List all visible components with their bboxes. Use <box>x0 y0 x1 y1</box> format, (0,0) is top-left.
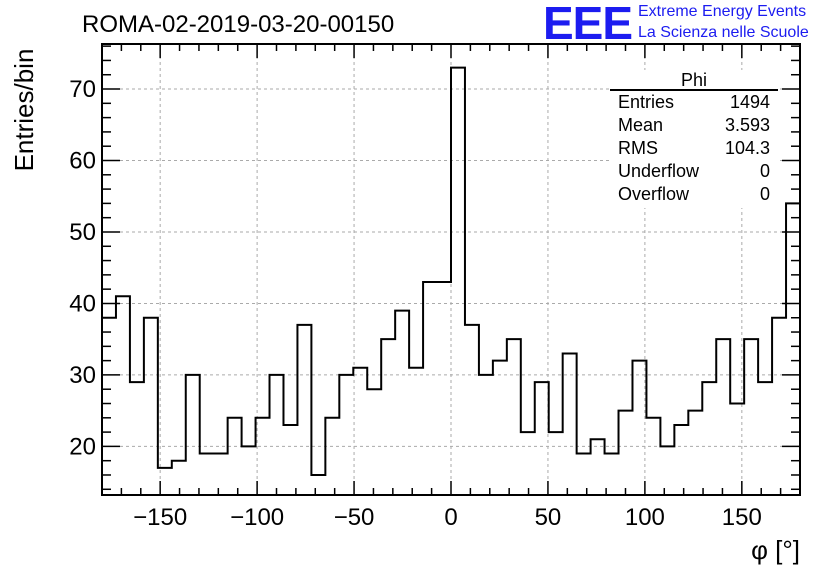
y-axis-label: Entries/bin <box>9 49 39 172</box>
stat-row-mean: Mean 3.593 <box>618 115 770 138</box>
stat-name: RMS <box>618 138 658 158</box>
axis-ticks <box>101 44 801 495</box>
y-tick-label: 20 <box>69 433 96 460</box>
x-axis-label: φ [°] <box>751 535 800 565</box>
y-tick-label: 50 <box>69 219 96 246</box>
stat-row-overflow: Overflow 0 <box>618 184 770 207</box>
stats-divider <box>610 89 778 91</box>
logo-tagline-1: Extreme Energy Events <box>638 3 807 20</box>
y-tick-label: 40 <box>69 290 96 317</box>
y-tick-label: 70 <box>69 76 96 103</box>
stat-name: Entries <box>618 92 675 112</box>
logo-tagline-2: La Scienza nelle Scuole <box>638 24 809 41</box>
chart-title: ROMA-02-2019-03-20-00150 <box>82 11 395 38</box>
x-tick-label: 150 <box>722 504 762 531</box>
x-tick-label: 100 <box>625 504 665 531</box>
stat-value: 0 <box>759 184 770 204</box>
stat-row-rms: RMS 104.3 <box>618 138 770 161</box>
stat-value: 1494 <box>729 92 770 112</box>
y-tick-label: 60 <box>69 148 96 175</box>
histogram-line <box>102 66 800 476</box>
x-tick-label: −100 <box>230 504 284 531</box>
stat-value: 0 <box>759 161 770 181</box>
stats-box: Phi Entries 1494 Mean 3.593 RMS 104.3 Un… <box>610 70 778 208</box>
x-tick-label: −50 <box>334 504 375 531</box>
stats-title: Phi <box>680 70 707 90</box>
stat-row-underflow: Underflow 0 <box>618 161 770 184</box>
tick-labels: −150 −100 −50 0 50 100 150 20 30 40 50 60 70 <box>69 76 762 531</box>
x-tick-label: 50 <box>535 504 562 531</box>
x-tick-label: −150 <box>133 504 187 531</box>
stat-row-entries: Entries 1494 <box>618 92 770 115</box>
y-tick-label: 30 <box>69 362 96 389</box>
x-tick-label: 0 <box>444 504 457 531</box>
stat-name: Overflow <box>618 184 690 204</box>
stat-name: Underflow <box>618 161 700 181</box>
stat-value: 104.3 <box>724 138 770 158</box>
stat-name: Mean <box>618 115 664 135</box>
stat-value: 3.593 <box>724 115 770 135</box>
eee-logo: EEE <box>543 0 633 49</box>
